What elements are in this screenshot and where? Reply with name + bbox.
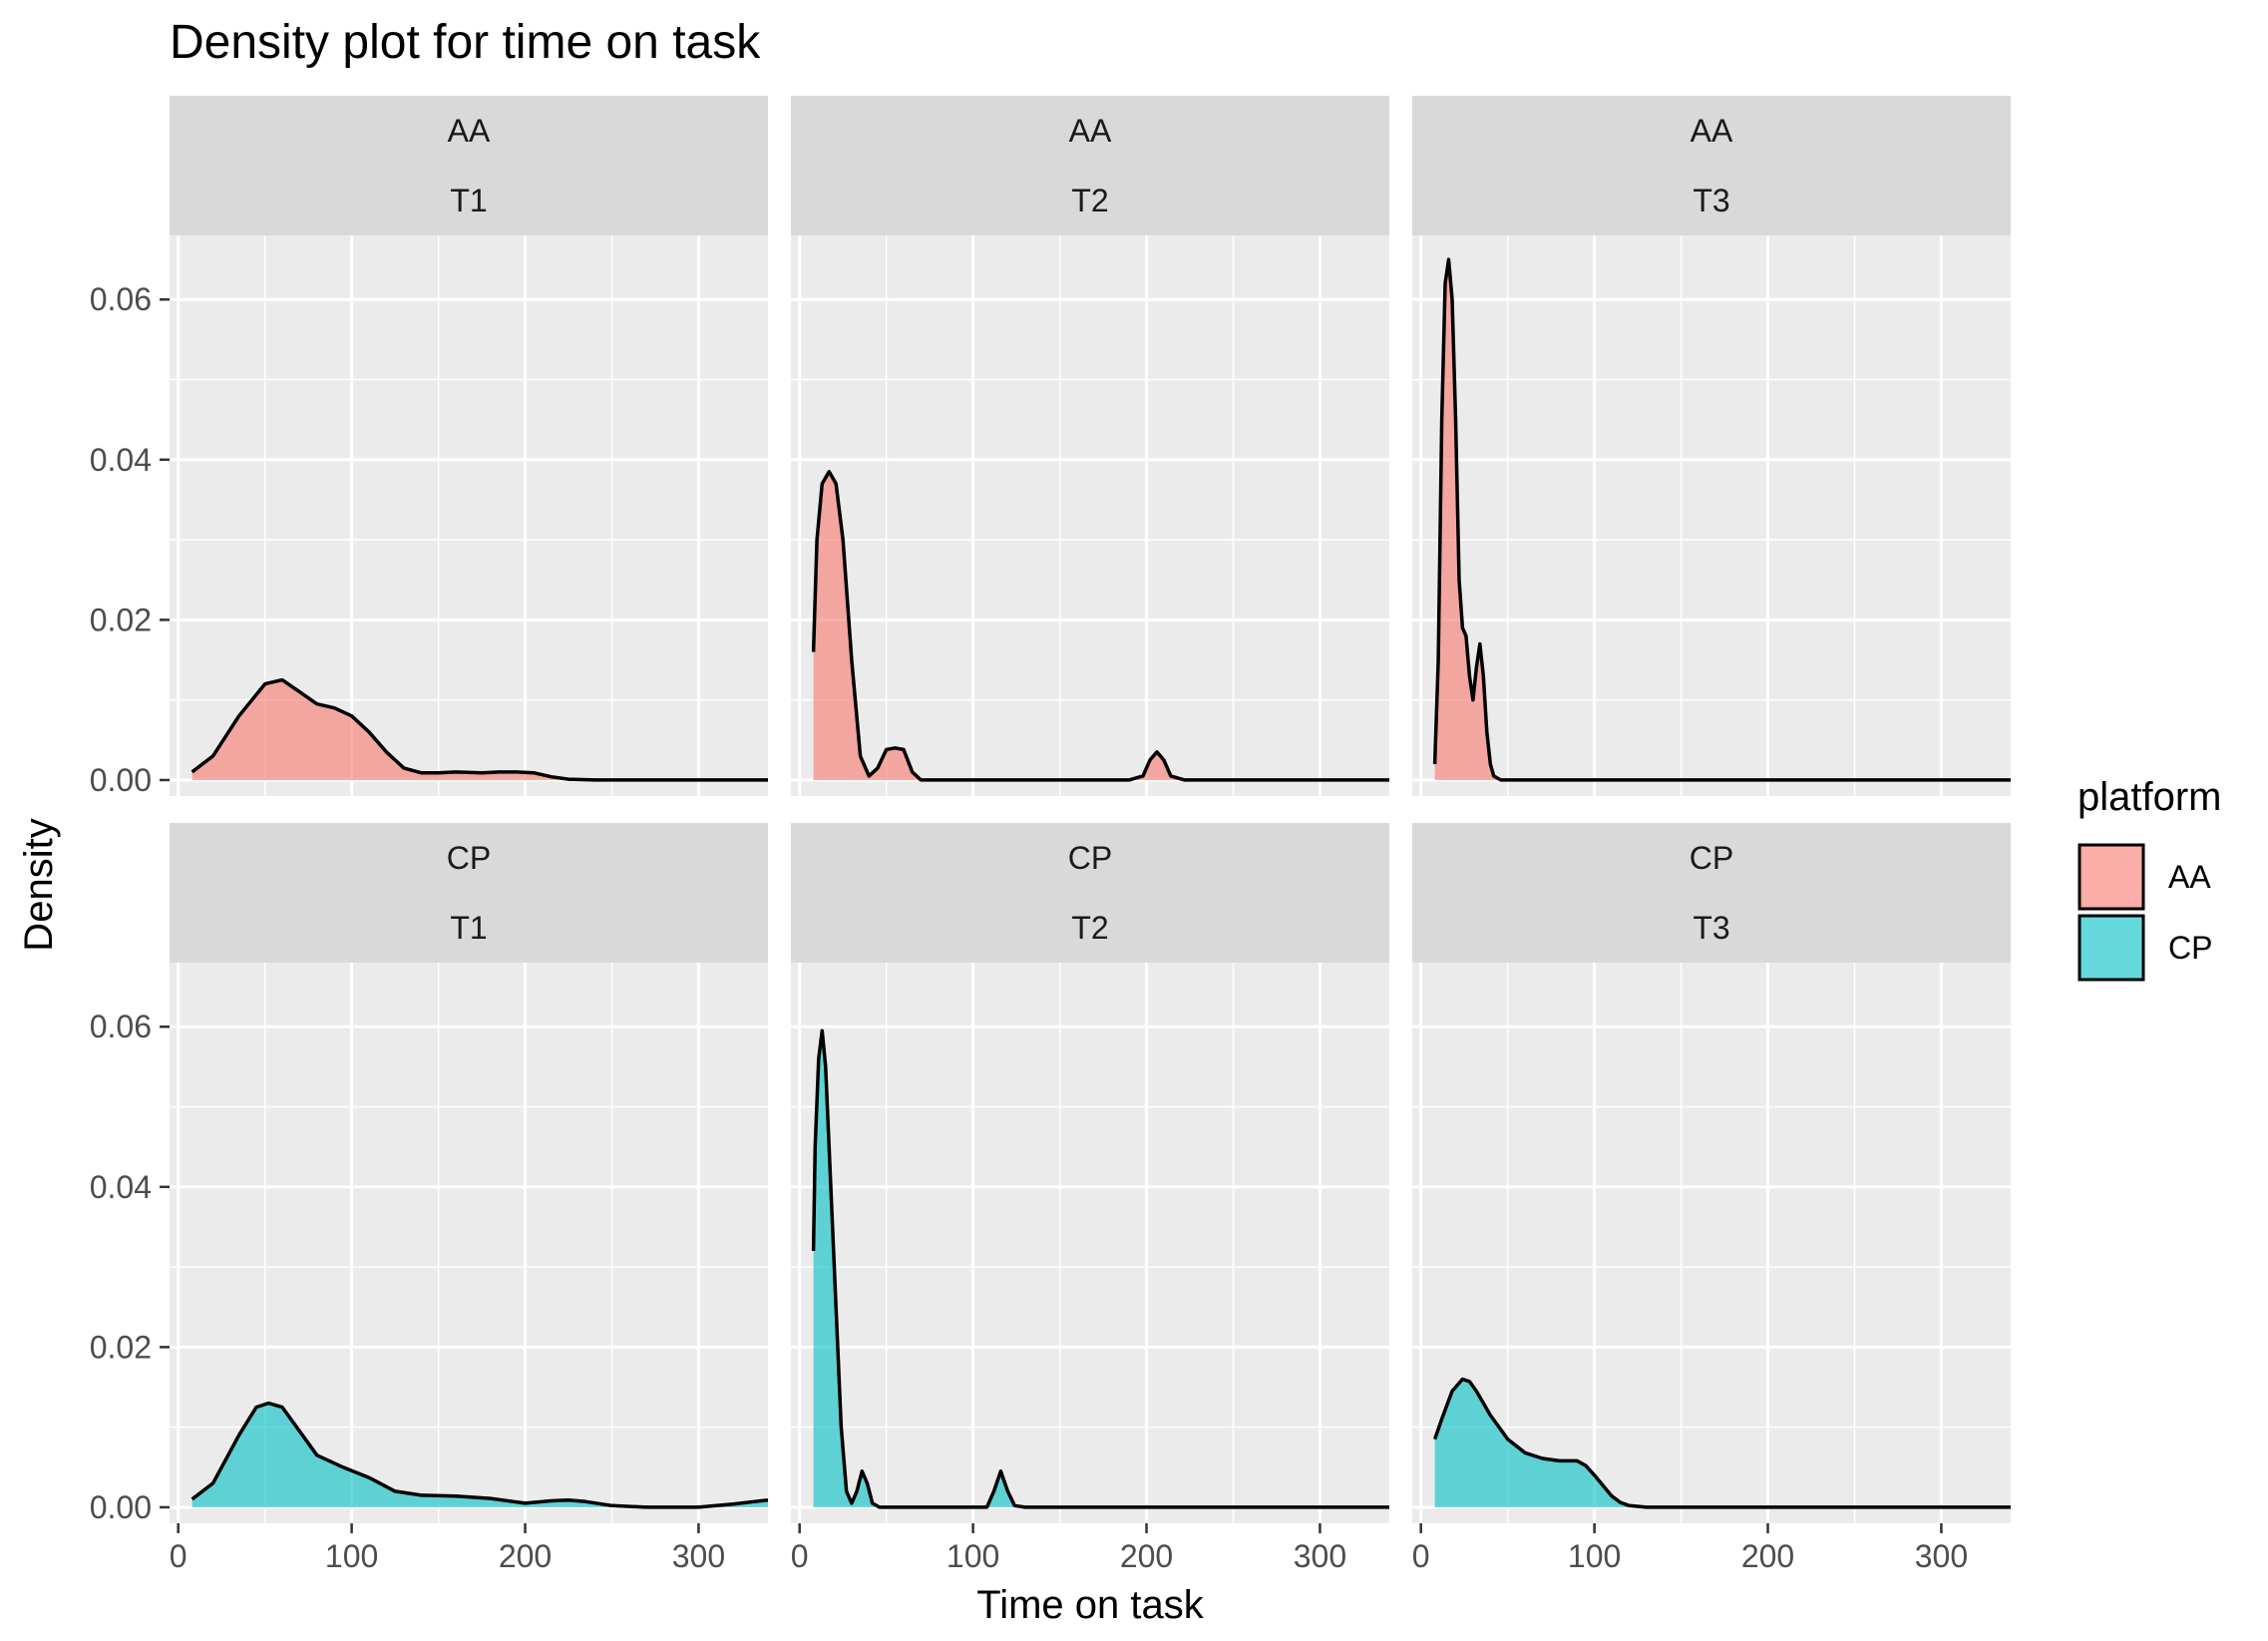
density-line-cp <box>1432 1377 2011 1509</box>
facet-strip <box>791 96 1389 235</box>
legend-label-cp: CP <box>2168 930 2212 966</box>
facet-strip <box>1412 96 2011 235</box>
density-area-aa <box>191 679 769 780</box>
y-tick-label: 0.00 <box>90 1489 152 1525</box>
panel-aa-t3: AA T3 <box>1412 96 2011 796</box>
x-tick-label: 0 <box>791 1538 809 1574</box>
facet-strip-label: T2 <box>1071 183 1108 218</box>
legend-title: platform <box>2078 775 2222 819</box>
panel-cp-t3: CP T3 <box>1412 823 2011 1523</box>
density-line-aa <box>811 470 1389 782</box>
facet-strip-label: T1 <box>450 910 487 946</box>
facet-strip-label: T3 <box>1693 183 1729 218</box>
x-tick-label: 200 <box>1741 1538 1794 1574</box>
facet-strip <box>791 823 1389 963</box>
facet-panels: AA T1 AA T2 AA T3 CP T1 CP T2 CP T3 <box>170 96 2011 1523</box>
legend: platform AA CP <box>2078 775 2222 982</box>
facet-strip-label: CP <box>1690 840 1733 876</box>
x-tick-label: 100 <box>1568 1538 1621 1574</box>
panel-aa-t1: AA T1 <box>170 96 769 796</box>
facet-strip <box>170 823 768 963</box>
facet-strip <box>170 96 768 235</box>
density-line-aa <box>1432 257 2011 782</box>
facet-strip-label: CP <box>1068 840 1112 876</box>
density-line-aa <box>190 677 768 782</box>
facet-strip-label: T2 <box>1071 910 1108 946</box>
x-tick-label: 100 <box>325 1538 378 1574</box>
x-axis-title: Time on task <box>976 1583 1204 1627</box>
x-tick-label: 0 <box>1412 1538 1430 1574</box>
y-axis-title: Density <box>17 818 61 951</box>
facet-strip-label: T1 <box>450 183 487 218</box>
chart-title: Density plot for time on task <box>170 16 761 69</box>
x-tick-label: 300 <box>1294 1538 1346 1574</box>
x-tick-label: 200 <box>1120 1538 1173 1574</box>
y-tick-label: 0.06 <box>90 281 152 317</box>
facet-strip <box>1412 823 2011 963</box>
y-axis-ticks: 0.00 0.02 0.04 0.06 0.00 0.02 0.04 0.06 <box>90 281 170 1525</box>
facet-strip-label: AA <box>1691 113 1733 149</box>
facet-strip-label: T3 <box>1693 910 1729 946</box>
panel-aa-t2: AA T2 <box>791 96 1389 796</box>
panel-cp-t2: CP T2 <box>791 823 1389 1523</box>
panel-cp-t1: CP T1 <box>170 823 769 1523</box>
density-area-cp <box>1434 1379 2011 1507</box>
y-tick-label: 0.04 <box>90 1169 152 1205</box>
x-tick-label: 100 <box>946 1538 999 1574</box>
y-tick-label: 0.02 <box>90 1329 152 1365</box>
density-line-cp <box>190 1401 769 1509</box>
panel-background <box>791 963 1389 1523</box>
x-tick-label: 300 <box>672 1538 725 1574</box>
x-tick-label: 300 <box>1915 1538 1968 1574</box>
density-line-cp <box>811 1028 1389 1509</box>
facet-strip-label: AA <box>1069 113 1112 149</box>
panel-background <box>1412 963 2011 1523</box>
facet-strip-label: CP <box>447 840 491 876</box>
panel-background <box>1412 235 2011 796</box>
panel-background <box>791 235 1389 796</box>
x-tick-label: 200 <box>499 1538 552 1574</box>
density-area-cp <box>191 1403 769 1507</box>
y-tick-label: 0.00 <box>90 762 152 798</box>
x-axis-ticks: 0 100 200 300 0 100 200 300 0 100 200 300 <box>170 1523 1968 1574</box>
facet-strip-label: AA <box>448 113 491 149</box>
legend-key-aa <box>2078 843 2145 911</box>
y-tick-label: 0.06 <box>90 1009 152 1044</box>
legend-label-aa: AA <box>2168 859 2211 895</box>
x-tick-label: 0 <box>170 1538 188 1574</box>
y-tick-label: 0.04 <box>90 442 152 478</box>
y-tick-label: 0.02 <box>90 602 152 637</box>
legend-key-cp <box>2078 914 2145 982</box>
